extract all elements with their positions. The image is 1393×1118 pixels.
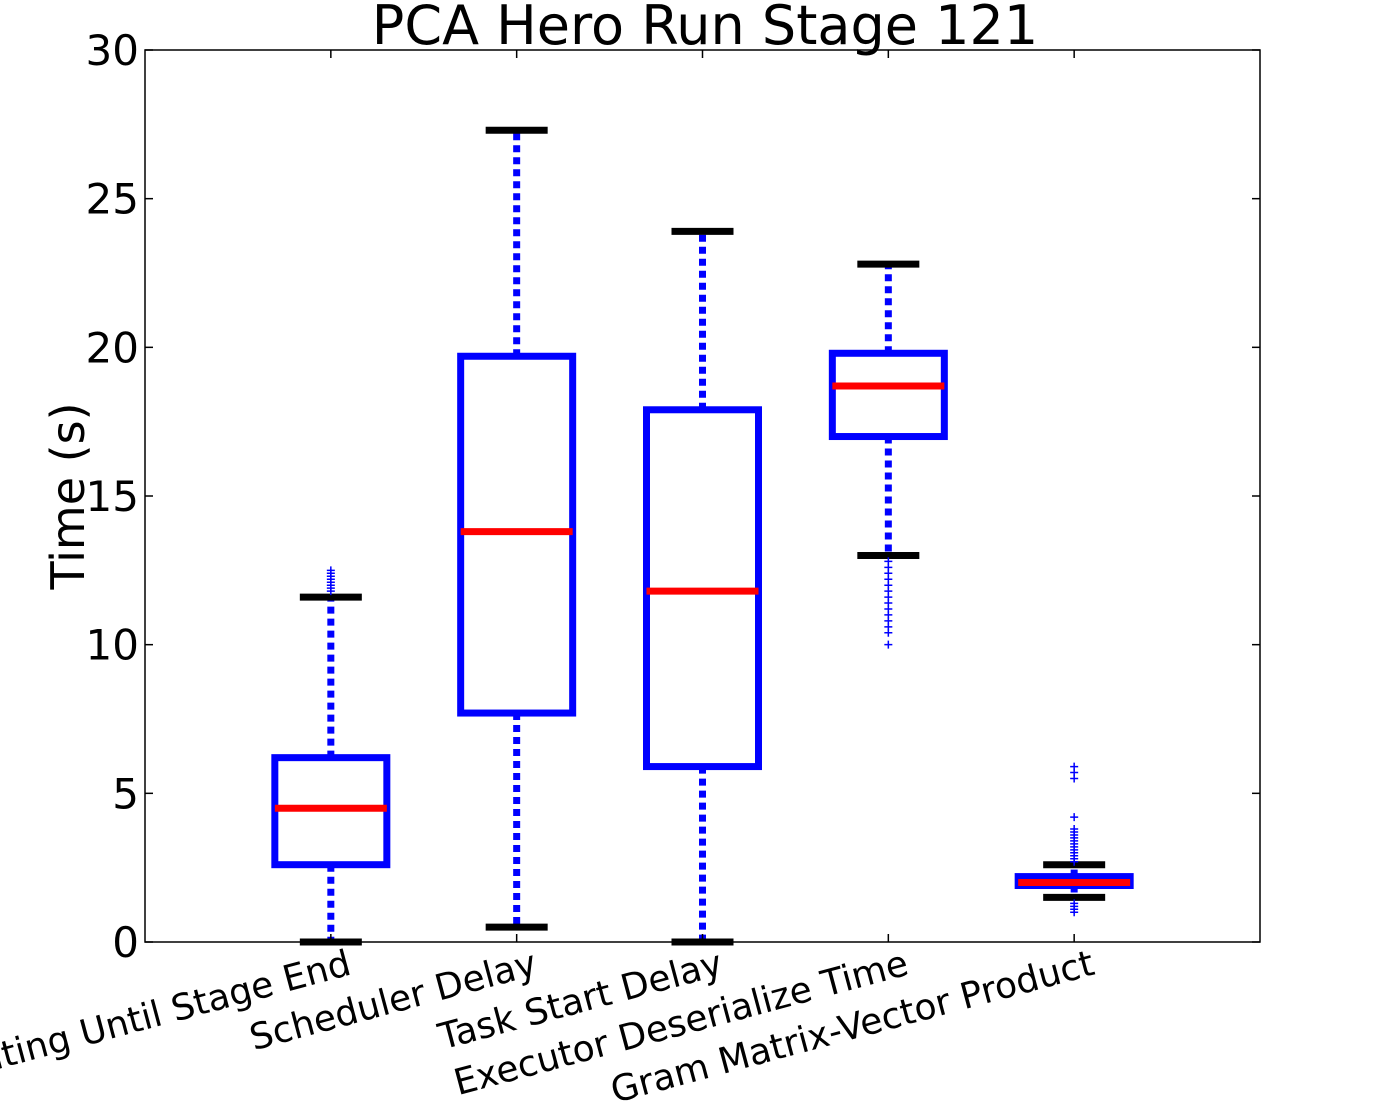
y-axis-label: Time (s) — [41, 402, 95, 590]
outlier-point — [884, 628, 893, 637]
box-group — [1014, 762, 1134, 917]
outlier-point — [1070, 774, 1079, 783]
y-axis: 0 5 10 15 20 25 30 — [86, 26, 1260, 967]
box-group — [643, 227, 762, 946]
y-tick-label: 25 — [86, 175, 139, 224]
y-tick-label: 10 — [86, 621, 139, 670]
y-tick-label: 5 — [112, 769, 139, 818]
box-group — [457, 126, 577, 931]
plot-area — [271, 126, 1134, 946]
y-tick-label: 30 — [86, 26, 139, 75]
box — [828, 349, 948, 441]
box-group — [828, 260, 948, 649]
outlier-point — [1070, 908, 1079, 917]
outlier-point — [884, 640, 893, 649]
outlier-point — [326, 566, 335, 575]
y-tick-label: 20 — [86, 323, 139, 372]
chart-title: PCA Hero Run Stage 121 — [372, 0, 1038, 57]
y-tick-label: 0 — [112, 918, 139, 967]
outlier-point — [1070, 813, 1079, 822]
box-group — [271, 566, 391, 946]
y-tick-label: 15 — [86, 472, 139, 521]
outlier-point — [1070, 857, 1079, 866]
